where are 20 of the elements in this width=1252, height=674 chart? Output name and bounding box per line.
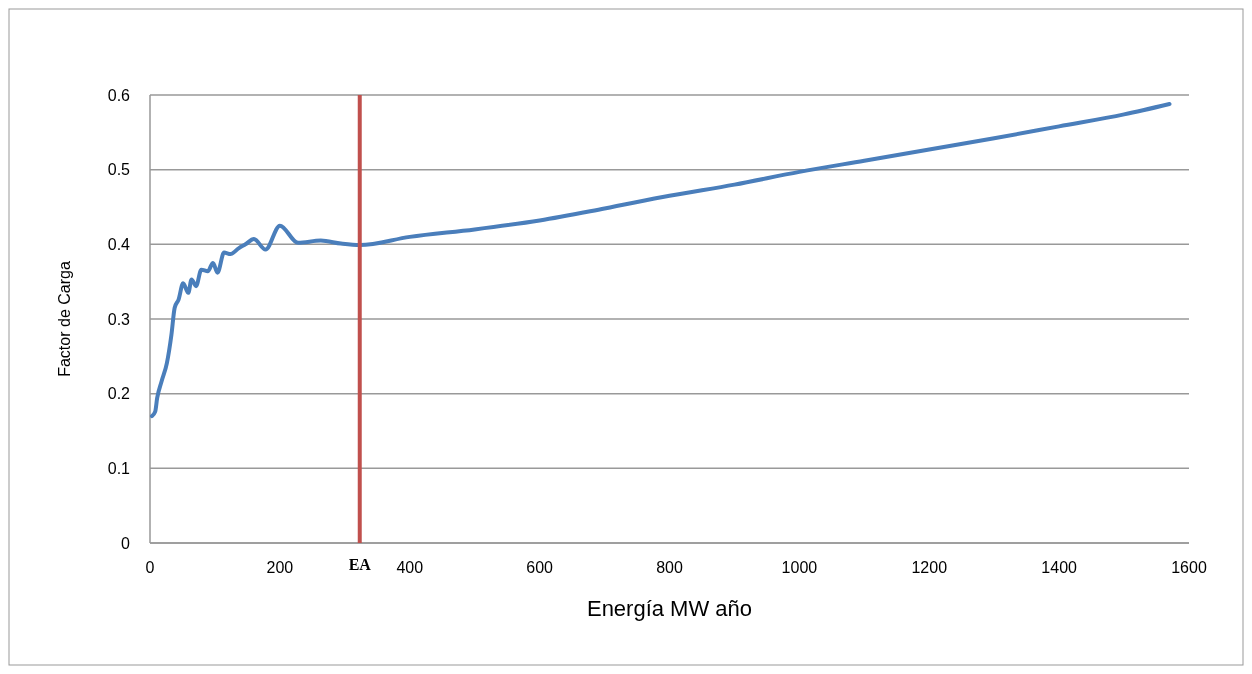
y-tick-label: 0.4 <box>107 235 131 253</box>
x-tick-label: 1000 <box>781 559 818 576</box>
x-tick-label: 600 <box>526 559 554 576</box>
y-axis-title: Factor de Carga <box>56 261 73 377</box>
y-tick-label: 0.3 <box>107 310 131 328</box>
x-tick-label: 1400 <box>1041 559 1078 576</box>
x-tick-label: 1200 <box>911 559 948 576</box>
ref-line-label: EA <box>348 556 372 573</box>
x-tick-label: 800 <box>656 559 683 576</box>
line-series <box>149 101 1172 419</box>
x-tick-label: 400 <box>396 559 424 576</box>
y-tick-label: 0.1 <box>107 459 131 477</box>
x-tick-label: 1600 <box>1171 559 1207 576</box>
y-tick-label: 0.5 <box>107 161 131 179</box>
x-tick-label: 200 <box>266 559 294 576</box>
y-tick-label: 0.2 <box>107 385 131 403</box>
y-tick-label: 0 <box>121 534 131 552</box>
x-tick-label: 0 <box>145 559 155 576</box>
x-axis-title: Energía MW año <box>586 596 753 621</box>
y-tick-label: 0.6 <box>107 86 131 104</box>
